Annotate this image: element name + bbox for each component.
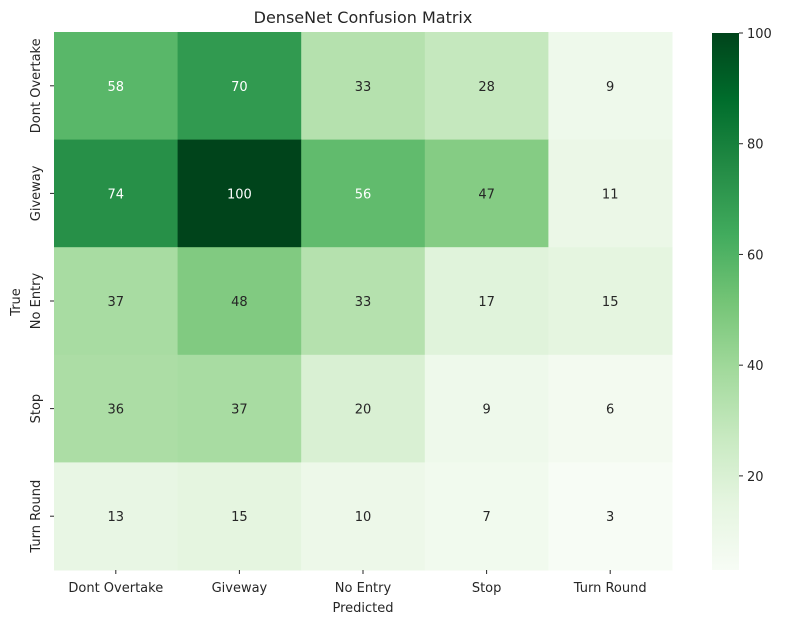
colorbar-tick-label: 60 bbox=[747, 248, 764, 263]
colorbar-tick-label: 80 bbox=[747, 138, 764, 153]
heatmap-cell bbox=[177, 247, 302, 356]
cell-value-label: 15 bbox=[231, 510, 248, 525]
cell-value-label: 56 bbox=[355, 187, 372, 202]
x-tick-label: Stop bbox=[472, 581, 502, 596]
y-tick-label: Turn Round bbox=[29, 480, 44, 554]
y-tick-label: Dont Overtake bbox=[29, 38, 44, 133]
cell-value-label: 37 bbox=[108, 295, 125, 310]
heatmap-cell bbox=[54, 32, 179, 141]
heatmap-cell bbox=[54, 354, 179, 463]
y-axis-ticks: Dont Overtake Giveway No Entry Stop Turn Rou… bbox=[29, 38, 54, 554]
heatmap-cell bbox=[424, 462, 549, 571]
heatmap-cell bbox=[548, 247, 673, 356]
heatmap-cell bbox=[424, 247, 549, 356]
heatmap-cell bbox=[301, 32, 426, 141]
heatmap-cell bbox=[177, 462, 302, 571]
heatmap-cell bbox=[548, 462, 673, 571]
x-tick-label: Giveway bbox=[212, 581, 268, 596]
colorbar bbox=[712, 33, 739, 570]
heatmap-cell bbox=[424, 139, 549, 248]
y-tick-label: Giveway bbox=[29, 165, 44, 221]
cell-value-label: 70 bbox=[231, 80, 248, 95]
heatmap-cell bbox=[301, 247, 426, 356]
heatmap-cell bbox=[177, 354, 302, 463]
heatmap-cells bbox=[54, 32, 673, 571]
cell-value-label: 17 bbox=[478, 295, 495, 310]
heatmap-cell bbox=[301, 139, 426, 248]
cell-value-label: 48 bbox=[231, 295, 248, 310]
cell-value-label: 36 bbox=[108, 403, 125, 418]
x-tick-label: No Entry bbox=[335, 581, 392, 596]
colorbar-tick-label: 40 bbox=[747, 359, 764, 374]
cell-value-label: 13 bbox=[108, 510, 125, 525]
y-tick-label: Stop bbox=[29, 394, 44, 424]
colorbar-ticks: 20 40 60 80 100 bbox=[739, 27, 772, 485]
cell-value-label: 74 bbox=[108, 187, 125, 202]
colorbar-tick-label: 20 bbox=[747, 470, 764, 485]
heatmap-cell bbox=[177, 139, 302, 248]
cell-value-label: 100 bbox=[227, 187, 252, 202]
heatmap-cell bbox=[301, 462, 426, 571]
y-tick-label: No Entry bbox=[29, 272, 44, 329]
heatmap-cell bbox=[301, 354, 426, 463]
cell-value-label: 9 bbox=[482, 403, 490, 418]
cell-value-label: 37 bbox=[231, 403, 248, 418]
heatmap-cell bbox=[54, 247, 179, 356]
cell-value-label: 7 bbox=[482, 510, 490, 525]
heatmap-cell bbox=[177, 32, 302, 141]
chart-title: DenseNet Confusion Matrix bbox=[254, 8, 473, 27]
cell-value-label: 15 bbox=[602, 295, 619, 310]
cell-value-label: 11 bbox=[602, 187, 619, 202]
cell-value-label: 58 bbox=[108, 80, 125, 95]
cell-value-label: 33 bbox=[355, 295, 372, 310]
heatmap-cell bbox=[548, 139, 673, 248]
heatmap-cell bbox=[54, 462, 179, 571]
heatmap-cell bbox=[424, 32, 549, 141]
cell-value-label: 33 bbox=[355, 80, 372, 95]
cell-value-label: 47 bbox=[478, 187, 495, 202]
heatmap-cell bbox=[424, 354, 549, 463]
x-tick-label: Turn Round bbox=[573, 581, 647, 596]
x-tick-label: Dont Overtake bbox=[68, 581, 163, 596]
heatmap-cell bbox=[548, 32, 673, 141]
cell-value-label: 20 bbox=[355, 403, 372, 418]
heatmap-cell bbox=[548, 354, 673, 463]
heatmap-cell bbox=[54, 139, 179, 248]
cell-value-label: 3 bbox=[606, 510, 614, 525]
cell-value-label: 6 bbox=[606, 403, 614, 418]
y-axis-label: True bbox=[9, 288, 24, 317]
x-axis-label: Predicted bbox=[332, 601, 393, 616]
x-axis-ticks: Dont Overtake Giveway No Entry Stop Turn Rou… bbox=[68, 570, 647, 596]
cell-value-label: 28 bbox=[478, 80, 495, 95]
colorbar-tick-label: 100 bbox=[747, 27, 772, 42]
cell-value-label: 9 bbox=[606, 80, 614, 95]
cell-value-label: 10 bbox=[355, 510, 372, 525]
